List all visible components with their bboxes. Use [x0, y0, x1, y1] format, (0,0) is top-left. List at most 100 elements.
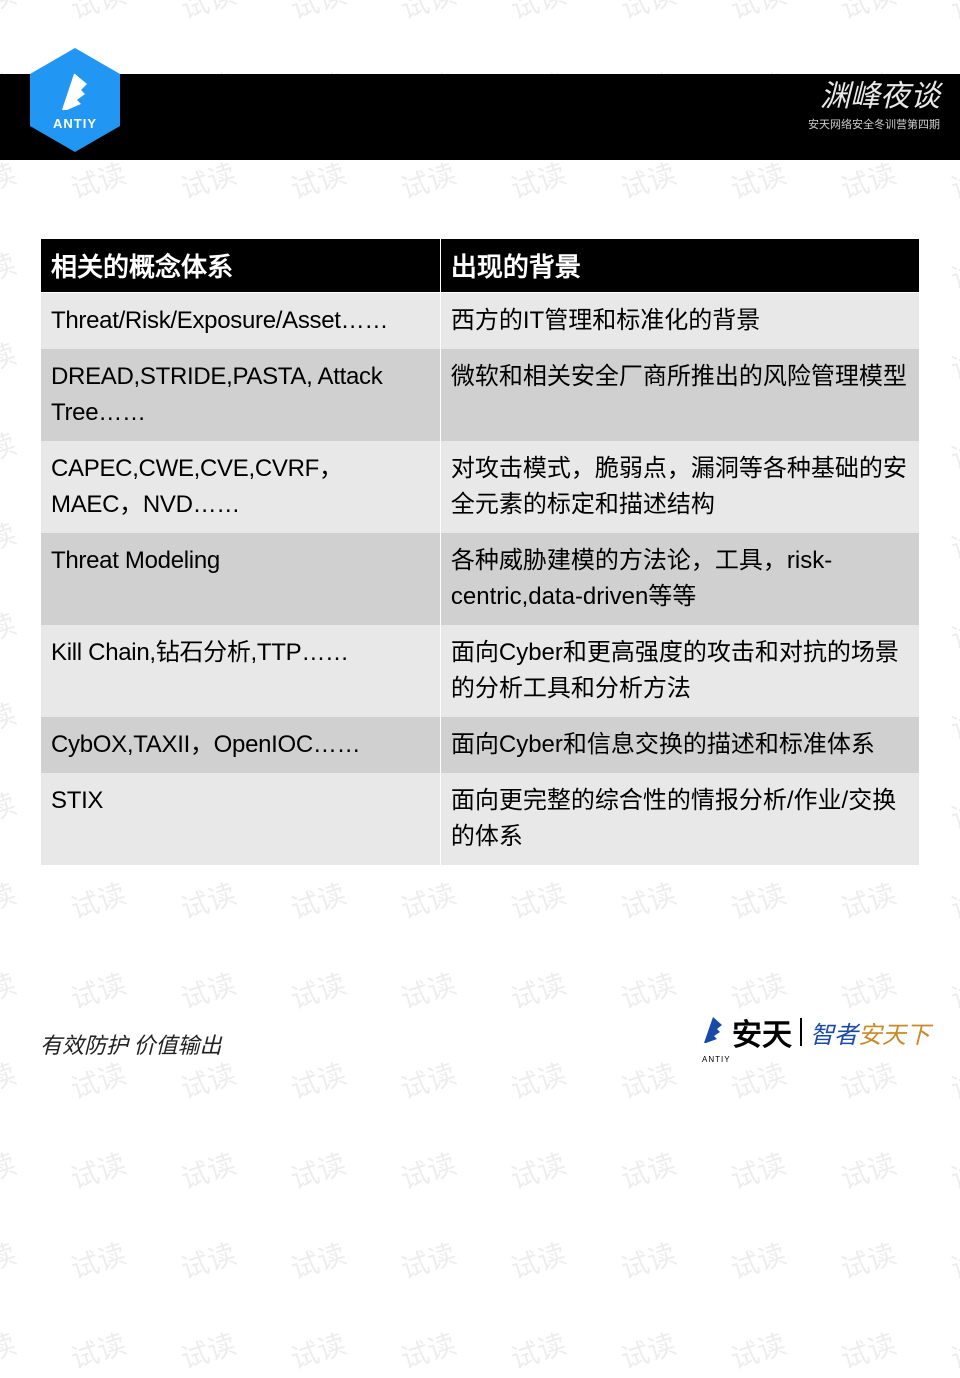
watermark-text: 试读 [175, 1322, 241, 1377]
watermark-text: 试读 [945, 1142, 960, 1197]
watermark-text: 试读 [65, 152, 131, 207]
watermark-text: 试读 [65, 872, 131, 927]
watermark-text: 试读 [0, 1232, 21, 1287]
table-row: CybOX,TAXII，OpenIOC……面向Cyber和信息交换的描述和标准体… [41, 717, 920, 773]
table-header-col1: 相关的概念体系 [41, 239, 441, 293]
watermark-text: 试读 [0, 332, 21, 387]
table-row: STIX面向更完整的综合性的情报分析/作业/交换的体系 [41, 773, 920, 865]
watermark-text: 试读 [285, 152, 351, 207]
feather-icon [55, 70, 95, 114]
watermark-text: 试读 [945, 782, 960, 837]
watermark-text: 试读 [0, 0, 21, 28]
watermark-text: 试读 [505, 962, 571, 1017]
watermark-text: 试读 [0, 692, 21, 747]
watermark-text: 试读 [835, 1322, 901, 1377]
watermark-text: 试读 [505, 1142, 571, 1197]
watermark-text: 试读 [505, 1322, 571, 1377]
divider [800, 1018, 802, 1046]
watermark-text: 试读 [395, 0, 461, 28]
watermark-text: 试读 [615, 1232, 681, 1287]
watermark-text: 试读 [175, 0, 241, 28]
watermark-text: 试读 [395, 1142, 461, 1197]
table-row: Threat Modeling各种威胁建模的方法论，工具，risk-centri… [41, 533, 920, 625]
watermark-text: 试读 [615, 152, 681, 207]
footer-brand: 安天 [732, 1010, 792, 1054]
table-cell-background: 面向Cyber和更高强度的攻击和对抗的场景的分析工具和分析方法 [440, 625, 919, 717]
header-script: 渊峰夜谈 安天网络安全冬训营第四期 [808, 82, 940, 132]
watermark-text: 试读 [65, 1052, 131, 1107]
watermark-text: 试读 [175, 1052, 241, 1107]
watermark-text: 试读 [395, 152, 461, 207]
watermark-text: 试读 [505, 0, 571, 28]
table-header-col2: 出现的背景 [440, 239, 919, 293]
table-cell-background: 对攻击模式，脆弱点，漏洞等各种基础的安全元素的标定和描述结构 [440, 441, 919, 533]
watermark-text: 试读 [725, 0, 791, 28]
table-row: Threat/Risk/Exposure/Asset……西方的IT管理和标准化的… [41, 293, 920, 350]
footer-slogan-part2: 安天下 [858, 1023, 930, 1049]
watermark-text: 试读 [945, 692, 960, 747]
watermark-text: 试读 [835, 1052, 901, 1107]
watermark-text: 试读 [835, 1232, 901, 1287]
table-cell-concept: Threat/Risk/Exposure/Asset…… [41, 293, 441, 350]
watermark-text: 试读 [945, 0, 960, 28]
table-cell-background: 面向Cyber和信息交换的描述和标准体系 [440, 717, 919, 773]
table-cell-background: 面向更完整的综合性的情报分析/作业/交换的体系 [440, 773, 919, 865]
watermark-text: 试读 [615, 1142, 681, 1197]
watermark-text: 试读 [285, 1052, 351, 1107]
watermark-text: 试读 [285, 1322, 351, 1377]
watermark-text: 试读 [0, 422, 21, 477]
watermark-text: 试读 [945, 1052, 960, 1107]
table-row: Kill Chain,钻石分析,TTP……面向Cyber和更高强度的攻击和对抗的… [41, 625, 920, 717]
header-script-sub: 安天网络安全冬训营第四期 [808, 116, 940, 132]
table-cell-concept: STIX [41, 773, 441, 865]
table-cell-concept: Kill Chain,钻石分析,TTP…… [41, 625, 441, 717]
watermark-text: 试读 [945, 512, 960, 567]
watermark-text: 试读 [725, 872, 791, 927]
table-cell-concept: CybOX,TAXII，OpenIOC…… [41, 717, 441, 773]
watermark-text: 试读 [835, 0, 901, 28]
watermark-text: 试读 [0, 1322, 21, 1377]
watermark-text: 试读 [615, 1322, 681, 1377]
table-cell-concept: CAPEC,CWE,CVE,CVRF，MAEC，NVD…… [41, 441, 441, 533]
watermark-text: 试读 [0, 152, 21, 207]
watermark-text: 试读 [395, 1232, 461, 1287]
watermark-text: 试读 [945, 242, 960, 297]
watermark-text: 试读 [0, 1052, 21, 1107]
table-row: DREAD,STRIDE,PASTA, Attack Tree……微软和相关安全… [41, 349, 920, 441]
watermark-text: 试读 [0, 602, 21, 657]
watermark-text: 试读 [65, 1232, 131, 1287]
table-cell-background: 西方的IT管理和标准化的背景 [440, 293, 919, 350]
table-cell-background: 微软和相关安全厂商所推出的风险管理模型 [440, 349, 919, 441]
watermark-text: 试读 [395, 1322, 461, 1377]
watermark-text: 试读 [615, 872, 681, 927]
footer-slogan: 智者安天下 [810, 1015, 930, 1050]
watermark-text: 试读 [285, 872, 351, 927]
footer-tagline: 有效防护 价值输出 [40, 1028, 222, 1060]
watermark-text: 试读 [945, 1232, 960, 1287]
watermark-text: 试读 [615, 962, 681, 1017]
watermark-text: 试读 [395, 1052, 461, 1107]
watermark-text: 试读 [65, 0, 131, 28]
watermark-text: 试读 [0, 872, 21, 927]
watermark-text: 试读 [65, 962, 131, 1017]
watermark-text: 试读 [945, 152, 960, 207]
watermark-text: 试读 [945, 602, 960, 657]
watermark-text: 试读 [505, 1052, 571, 1107]
watermark-text: 试读 [285, 1142, 351, 1197]
watermark-text: 试读 [175, 872, 241, 927]
watermark-text: 试读 [615, 1052, 681, 1107]
watermark-text: 试读 [285, 962, 351, 1017]
antiy-logo: ANTIY [30, 48, 120, 152]
watermark-text: 试读 [0, 962, 21, 1017]
concepts-table: 相关的概念体系 出现的背景 Threat/Risk/Exposure/Asset… [40, 238, 920, 865]
watermark-text: 试读 [175, 1142, 241, 1197]
watermark-text: 试读 [285, 0, 351, 28]
watermark-text: 试读 [615, 0, 681, 28]
watermark-text: 试读 [65, 1142, 131, 1197]
table-cell-background: 各种威胁建模的方法论，工具，risk-centric,data-driven等等 [440, 533, 919, 625]
watermark-text: 试读 [65, 1322, 131, 1377]
watermark-text: 试读 [725, 1052, 791, 1107]
watermark-text: 试读 [175, 1232, 241, 1287]
watermark-text: 试读 [945, 422, 960, 477]
watermark-text: 试读 [945, 1322, 960, 1377]
